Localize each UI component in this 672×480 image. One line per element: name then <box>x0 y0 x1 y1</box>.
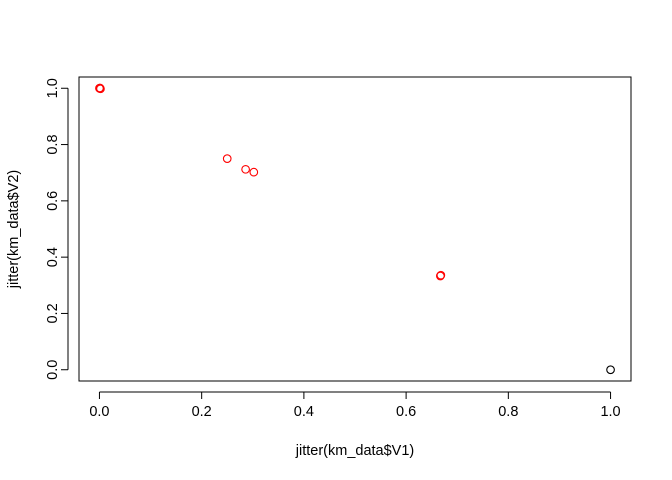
y-tick-label: 1.0 <box>45 78 61 98</box>
x-tick-label: 1.0 <box>600 404 620 420</box>
x-axis-title: jitter(km_data$V1) <box>295 443 414 459</box>
data-point <box>241 164 250 174</box>
y-tick-label: 0.6 <box>45 191 61 211</box>
y-axis-title: jitter(km_data$V2) <box>6 170 22 289</box>
plot-box <box>78 76 632 382</box>
y-tick-label: 0.0 <box>45 360 61 380</box>
data-point <box>436 270 446 280</box>
y-tick-label: 0.4 <box>45 247 61 267</box>
x-tick-label: 0.2 <box>192 404 212 420</box>
data-point <box>606 365 615 375</box>
data-points <box>95 83 615 375</box>
y-axis: 0.0 0.2 0.4 0.6 0.8 1.0 <box>45 78 69 380</box>
x-axis: 0.0 0.2 0.4 0.6 0.8 1.0 <box>89 391 621 420</box>
x-tick-label: 0.8 <box>498 404 518 420</box>
x-tick-label: 0.6 <box>396 404 416 420</box>
data-point <box>222 154 232 163</box>
data-point <box>95 83 105 93</box>
y-tick-label: 0.8 <box>45 134 61 154</box>
x-tick-label: 0.4 <box>294 404 314 420</box>
data-point <box>249 167 259 177</box>
y-tick-label: 0.2 <box>45 303 61 323</box>
x-tick-label: 0.0 <box>89 404 109 420</box>
